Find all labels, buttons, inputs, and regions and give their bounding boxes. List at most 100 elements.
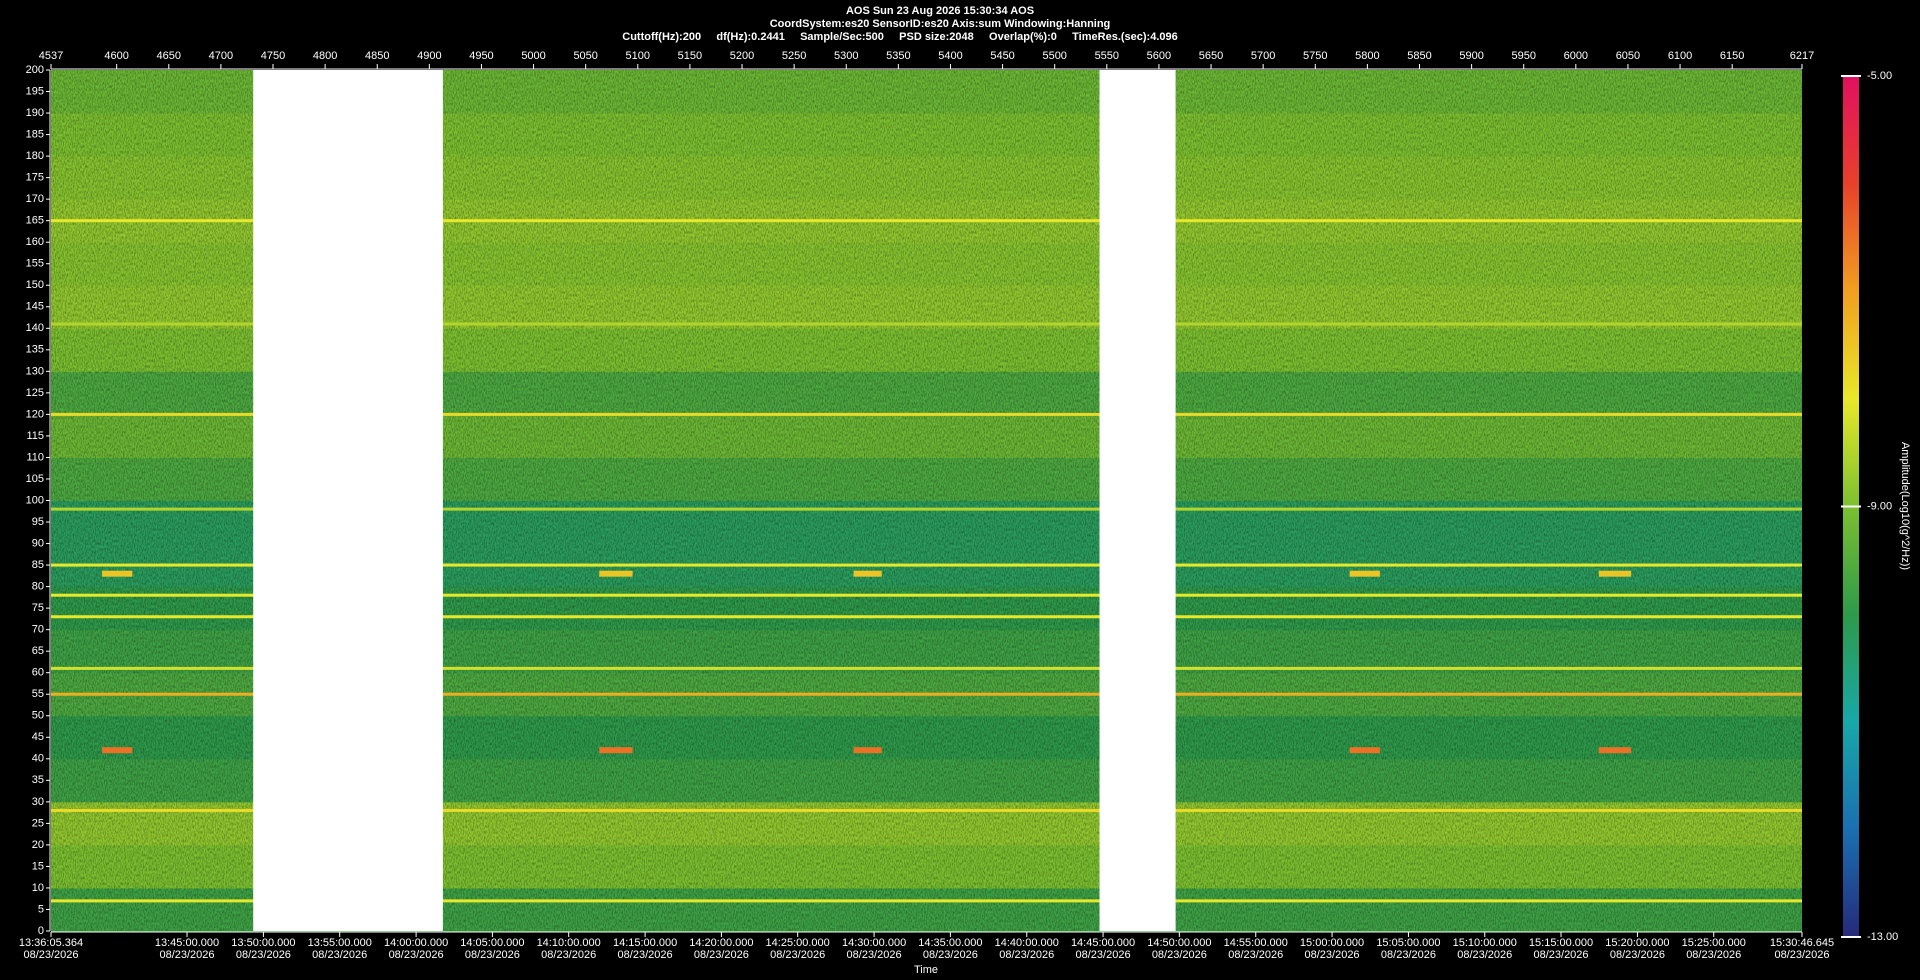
top-tick-label: 4650 — [157, 50, 181, 62]
time-tick-label: 14:40:00.000 — [995, 937, 1059, 949]
settings-line: Cuttoff(Hz):200 df(Hz):0.2441 Sample/Sec… — [622, 31, 1178, 43]
top-tick-label: 5500 — [1042, 50, 1066, 62]
date-tick-label: 08/23/2026 — [541, 949, 596, 961]
data-gap — [1099, 70, 1176, 931]
subtitle: CoordSystem:es20 SensorID:es20 Axis:sum … — [770, 18, 1111, 30]
y-tick-label: 45 — [32, 731, 44, 743]
y-tick-label: 150 — [26, 279, 44, 291]
top-tick-label: 5700 — [1251, 50, 1275, 62]
y-tick-label: 10 — [32, 882, 44, 894]
top-tick-label: 4600 — [104, 50, 128, 62]
y-tick-label: 180 — [26, 150, 44, 162]
y-tick-label: 60 — [32, 667, 44, 679]
time-tick-label: 15:15:00.000 — [1529, 937, 1593, 949]
time-tick-label: 14:35:00.000 — [918, 937, 982, 949]
time-tick-label: 14:05:00.000 — [460, 937, 524, 949]
event-burst — [1598, 747, 1632, 754]
top-tick-label: 5650 — [1199, 50, 1223, 62]
y-tick-label: 145 — [26, 301, 44, 313]
date-tick-label: 08/23/2026 — [847, 949, 902, 961]
x-axis-label: Time — [914, 964, 938, 976]
date-tick-label: 08/23/2026 — [1457, 949, 1512, 961]
colorbar-tick-label: -5.00 — [1867, 70, 1892, 82]
top-tick-label: 5300 — [834, 50, 858, 62]
y-tick-label: 0 — [38, 925, 44, 937]
y-tick-label: 85 — [32, 559, 44, 571]
top-tick-label: 5350 — [886, 50, 910, 62]
top-tick-label: 6050 — [1616, 50, 1640, 62]
y-tick-label: 80 — [32, 581, 44, 593]
top-tick-label: 5100 — [626, 50, 650, 62]
date-tick-label: 08/23/2026 — [1774, 949, 1829, 961]
tone-line — [51, 692, 1802, 696]
date-tick-label: 08/23/2026 — [1228, 949, 1283, 961]
y-tick-label: 90 — [32, 537, 44, 549]
y-tick-label: 100 — [26, 494, 44, 506]
y-tick-label: 135 — [26, 344, 44, 356]
y-tick-label: 15 — [32, 860, 44, 872]
time-tick-label: 15:20:00.000 — [1605, 937, 1669, 949]
top-tick-label: 5400 — [938, 50, 962, 62]
y-tick-label: 115 — [26, 430, 44, 442]
y-tick-label: 35 — [32, 774, 44, 786]
y-tick-label: 140 — [26, 322, 44, 334]
y-tick-label: 155 — [26, 258, 44, 270]
time-tick-label: 14:30:00.000 — [842, 937, 906, 949]
time-tick-label: 13:50:00.000 — [231, 937, 295, 949]
time-tick-label: 14:00:00.000 — [384, 937, 448, 949]
top-tick-label: 4950 — [469, 50, 493, 62]
top-tick-label: 6100 — [1668, 50, 1692, 62]
date-tick-label: 08/23/2026 — [312, 949, 367, 961]
event-burst — [102, 747, 133, 754]
date-tick-label: 08/23/2026 — [618, 949, 673, 961]
time-tick-label: 14:45:00.000 — [1071, 937, 1135, 949]
date-tick-label: 08/23/2026 — [389, 949, 444, 961]
y-tick-label: 105 — [26, 473, 44, 485]
event-burst — [599, 747, 633, 754]
top-tick-label: 5900 — [1459, 50, 1483, 62]
y-tick-label: 185 — [26, 128, 44, 140]
top-tick-label: 4850 — [365, 50, 389, 62]
top-tick-label: 6150 — [1720, 50, 1744, 62]
features — [51, 70, 1802, 931]
y-tick-label: 70 — [32, 624, 44, 636]
tone-line — [51, 219, 1802, 223]
date-tick-label: 08/23/2026 — [1686, 949, 1741, 961]
y-tick-label: 20 — [32, 839, 44, 851]
top-tick-label: 5000 — [521, 50, 545, 62]
date-tick-label: 08/23/2026 — [999, 949, 1054, 961]
time-tick-label: 13:45:00.000 — [155, 937, 219, 949]
time-tick-label: 14:50:00.000 — [1147, 937, 1211, 949]
date-tick-label: 08/23/2026 — [159, 949, 214, 961]
top-tick-label: 5200 — [730, 50, 754, 62]
y-tick-label: 30 — [32, 796, 44, 808]
date-tick-label: 08/23/2026 — [23, 949, 78, 961]
date-tick-label: 08/23/2026 — [1381, 949, 1436, 961]
colorbar-tick-label: -13.00 — [1867, 931, 1898, 943]
tone-line — [51, 615, 1802, 619]
data-gap — [253, 70, 443, 931]
date-tick-label: 08/23/2026 — [923, 949, 978, 961]
tone-line — [51, 666, 1802, 670]
date-tick-label: 08/23/2026 — [1610, 949, 1665, 961]
top-tick-label: 5150 — [678, 50, 702, 62]
tone-line — [51, 808, 1802, 812]
time-tick-label: 14:15:00.000 — [613, 937, 677, 949]
time-tick-label: 13:55:00.000 — [308, 937, 372, 949]
y-tick-label: 120 — [26, 408, 44, 420]
top-tick-label: 5250 — [782, 50, 806, 62]
y-tick-label: 5 — [38, 903, 44, 915]
event-burst — [102, 570, 133, 577]
top-tick-label: 5600 — [1147, 50, 1171, 62]
top-tick-label: 4800 — [313, 50, 337, 62]
y-tick-label: 95 — [32, 516, 44, 528]
event-burst — [853, 570, 882, 577]
time-tick-label: 15:25:00.000 — [1682, 937, 1746, 949]
time-tick-label: 15:05:00.000 — [1376, 937, 1440, 949]
top-tick-label: 5550 — [1095, 50, 1119, 62]
y-tick-label: 170 — [26, 193, 44, 205]
colorbar-label: Amplitude(Log10(g^2/Hz)) — [1899, 442, 1911, 570]
y-tick-label: 125 — [26, 387, 44, 399]
time-tick-label: 14:25:00.000 — [766, 937, 830, 949]
